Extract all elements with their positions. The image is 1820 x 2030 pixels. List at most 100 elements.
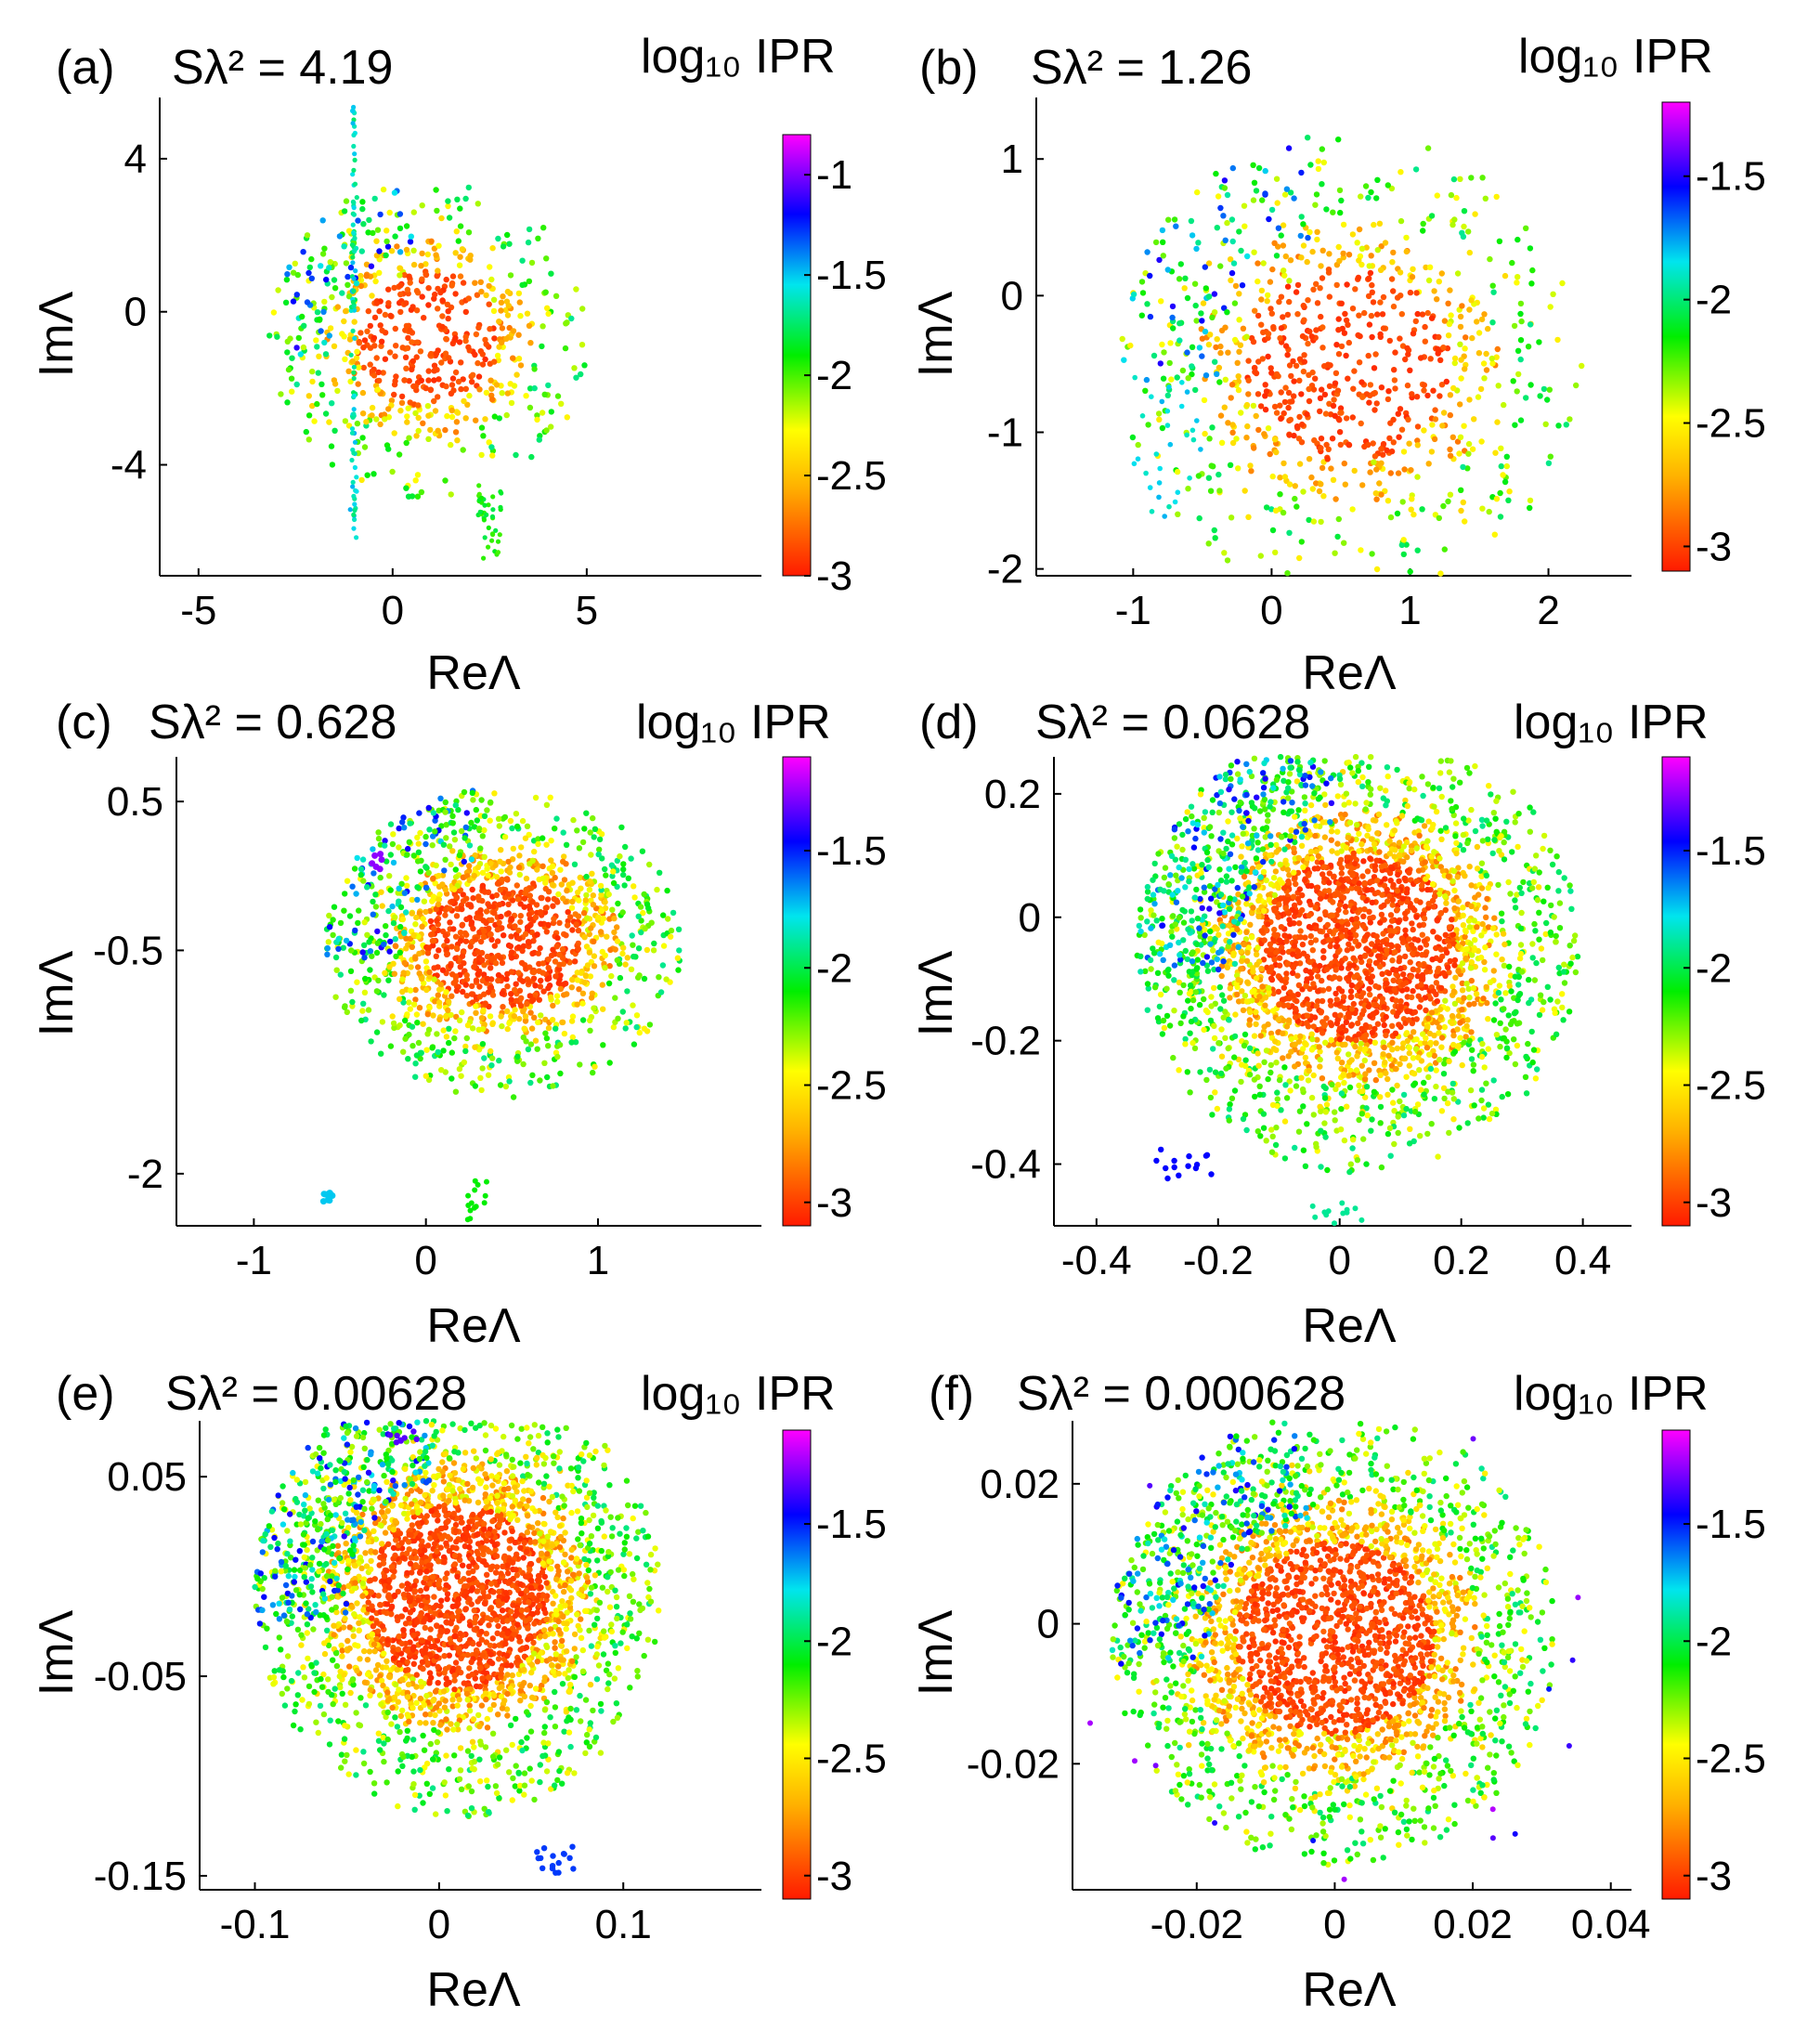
data-point xyxy=(534,1046,540,1052)
data-point xyxy=(521,904,527,910)
data-point xyxy=(422,833,429,840)
data-point xyxy=(1386,337,1394,345)
data-point xyxy=(548,423,554,430)
data-point xyxy=(431,976,437,982)
data-point xyxy=(607,946,614,954)
data-point xyxy=(349,426,356,432)
data-point xyxy=(1528,280,1535,287)
data-point xyxy=(1334,533,1341,540)
data-point xyxy=(574,977,581,983)
data-point xyxy=(1367,469,1373,475)
data-point xyxy=(1335,351,1343,358)
data-point xyxy=(1416,1004,1424,1010)
data-point xyxy=(1206,293,1213,300)
data-point xyxy=(1397,335,1403,342)
data-point xyxy=(1378,384,1385,391)
data-point xyxy=(499,1022,505,1030)
data-point xyxy=(1232,864,1239,870)
data-point xyxy=(467,902,474,908)
data-point xyxy=(1184,349,1190,356)
data-point xyxy=(1450,983,1456,990)
data-point xyxy=(1207,332,1214,338)
data-point xyxy=(556,951,563,958)
data-point xyxy=(1224,309,1230,316)
data-point xyxy=(1325,446,1332,452)
data-point xyxy=(546,975,552,982)
data-point xyxy=(516,1016,523,1022)
data-point xyxy=(1442,825,1450,831)
data-point xyxy=(1349,306,1357,312)
data-point xyxy=(521,1025,527,1032)
data-point xyxy=(1286,362,1294,369)
data-point xyxy=(400,1048,407,1055)
data-point xyxy=(503,876,510,882)
data-point xyxy=(1297,232,1305,240)
data-point xyxy=(370,334,378,342)
data-point xyxy=(327,259,333,266)
data-point xyxy=(1286,432,1293,438)
data-point xyxy=(1380,293,1387,301)
data-point xyxy=(396,844,402,851)
data-point xyxy=(489,538,495,543)
data-point xyxy=(1313,191,1320,198)
data-point xyxy=(489,1021,496,1028)
data-point xyxy=(389,840,396,848)
data-point xyxy=(488,1048,494,1055)
data-point xyxy=(343,937,350,944)
data-point xyxy=(353,280,360,287)
data-point xyxy=(435,267,441,274)
data-point xyxy=(1286,298,1293,306)
data-point xyxy=(1322,410,1330,417)
data-point xyxy=(433,350,440,357)
colorbar-tick-label: -2 xyxy=(1696,278,1732,323)
data-point xyxy=(1144,249,1150,255)
data-point xyxy=(1396,1022,1402,1028)
data-point xyxy=(1328,465,1334,472)
data-point xyxy=(552,973,559,980)
data-point xyxy=(289,355,295,361)
data-point xyxy=(1435,350,1441,357)
data-point xyxy=(1404,382,1411,389)
data-point xyxy=(347,987,355,995)
data-point xyxy=(1175,489,1181,495)
data-point xyxy=(409,493,416,500)
data-point xyxy=(1514,388,1520,395)
data-point xyxy=(425,412,432,419)
data-point xyxy=(1235,373,1242,380)
data-point xyxy=(364,931,370,938)
data-point xyxy=(559,946,566,953)
data-point xyxy=(342,1003,348,1009)
data-point xyxy=(556,919,563,926)
data-point xyxy=(1319,146,1326,152)
data-point xyxy=(1398,311,1406,318)
data-point xyxy=(1410,266,1416,272)
data-point xyxy=(1416,1067,1423,1074)
data-point xyxy=(403,246,410,254)
parameter-label: Sλ² = 4.19 xyxy=(172,41,393,95)
data-point xyxy=(568,1039,575,1046)
data-point xyxy=(421,315,427,321)
data-point xyxy=(488,799,494,806)
data-point xyxy=(498,307,504,314)
data-point xyxy=(390,1020,397,1027)
data-point xyxy=(1247,462,1254,469)
data-point xyxy=(524,924,531,930)
data-point xyxy=(526,226,533,233)
data-point xyxy=(1246,1022,1253,1028)
data-point xyxy=(345,368,352,374)
data-point xyxy=(1493,354,1500,360)
data-point xyxy=(1169,314,1176,321)
data-point xyxy=(1384,898,1391,904)
data-point xyxy=(592,1063,598,1070)
data-point xyxy=(322,410,330,417)
data-point xyxy=(1331,1041,1337,1048)
data-point xyxy=(507,864,514,871)
data-point xyxy=(434,207,440,215)
data-point xyxy=(422,1073,429,1079)
data-point xyxy=(1437,570,1444,577)
data-point xyxy=(468,819,474,826)
y-tick-label: 0.5 xyxy=(107,779,163,825)
data-point xyxy=(1438,270,1446,277)
data-point xyxy=(1301,317,1307,323)
data-point xyxy=(354,535,359,540)
